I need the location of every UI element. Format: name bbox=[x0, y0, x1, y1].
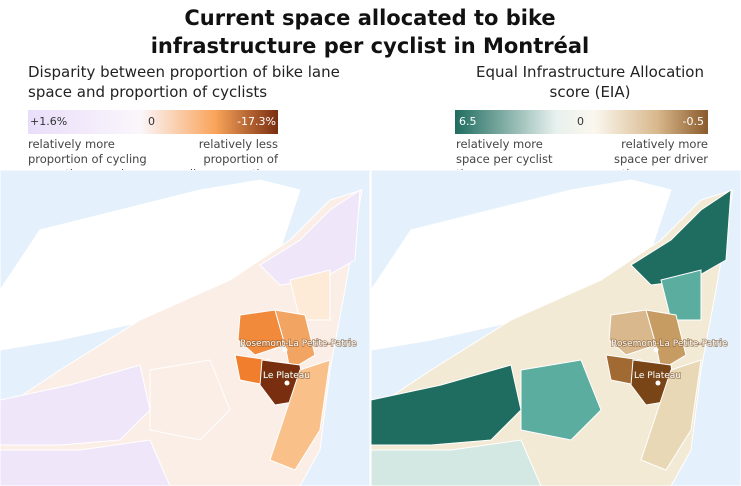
legend-tick: -0.5 bbox=[682, 115, 704, 128]
borough bbox=[630, 189, 732, 286]
borough bbox=[259, 189, 361, 286]
borough bbox=[269, 359, 331, 471]
legend-tick: 6.5 bbox=[459, 115, 477, 128]
marker bbox=[282, 347, 288, 353]
borough bbox=[274, 309, 316, 371]
map: Rosemont-La Petite-Patrie Le Plateau bbox=[0, 170, 370, 486]
map-label: Le Plateau bbox=[263, 371, 310, 381]
legend-bar: 6.5 0 -0.5 bbox=[455, 110, 708, 134]
map-label: Le Plateau bbox=[634, 371, 681, 381]
borough bbox=[371, 364, 522, 446]
marker bbox=[653, 347, 659, 353]
subtitle: Equal Infrastructure Allocation score (E… bbox=[476, 63, 704, 101]
borough bbox=[149, 359, 231, 441]
legend-tick: +1.6% bbox=[30, 115, 68, 128]
borough bbox=[608, 309, 657, 356]
legend-tick: 0 bbox=[577, 115, 584, 128]
subtitle: Disparity between proportion of bike lan… bbox=[28, 63, 340, 101]
marker bbox=[284, 380, 290, 386]
borough bbox=[371, 439, 542, 486]
borough bbox=[640, 359, 702, 471]
map-label: Rosemont-La Petite-Patrie bbox=[611, 339, 728, 349]
map: Rosemont-La Petite-Patrie Le Plateau bbox=[371, 170, 741, 486]
borough bbox=[0, 179, 301, 351]
marker bbox=[655, 380, 661, 386]
borough bbox=[520, 359, 602, 441]
borough bbox=[0, 439, 171, 486]
legend-tick: -17.3% bbox=[237, 115, 276, 128]
title: Current space allocated to bike infrastr… bbox=[150, 6, 590, 58]
map-label: Rosemont-La Petite-Patrie bbox=[240, 339, 357, 349]
borough bbox=[237, 309, 286, 356]
borough bbox=[0, 364, 151, 446]
borough bbox=[371, 179, 672, 351]
borough bbox=[645, 309, 687, 371]
legend-bar: +1.6% 0 -17.3% bbox=[28, 110, 278, 134]
legend-tick: 0 bbox=[148, 115, 155, 128]
borough bbox=[660, 269, 702, 321]
borough bbox=[289, 269, 331, 321]
